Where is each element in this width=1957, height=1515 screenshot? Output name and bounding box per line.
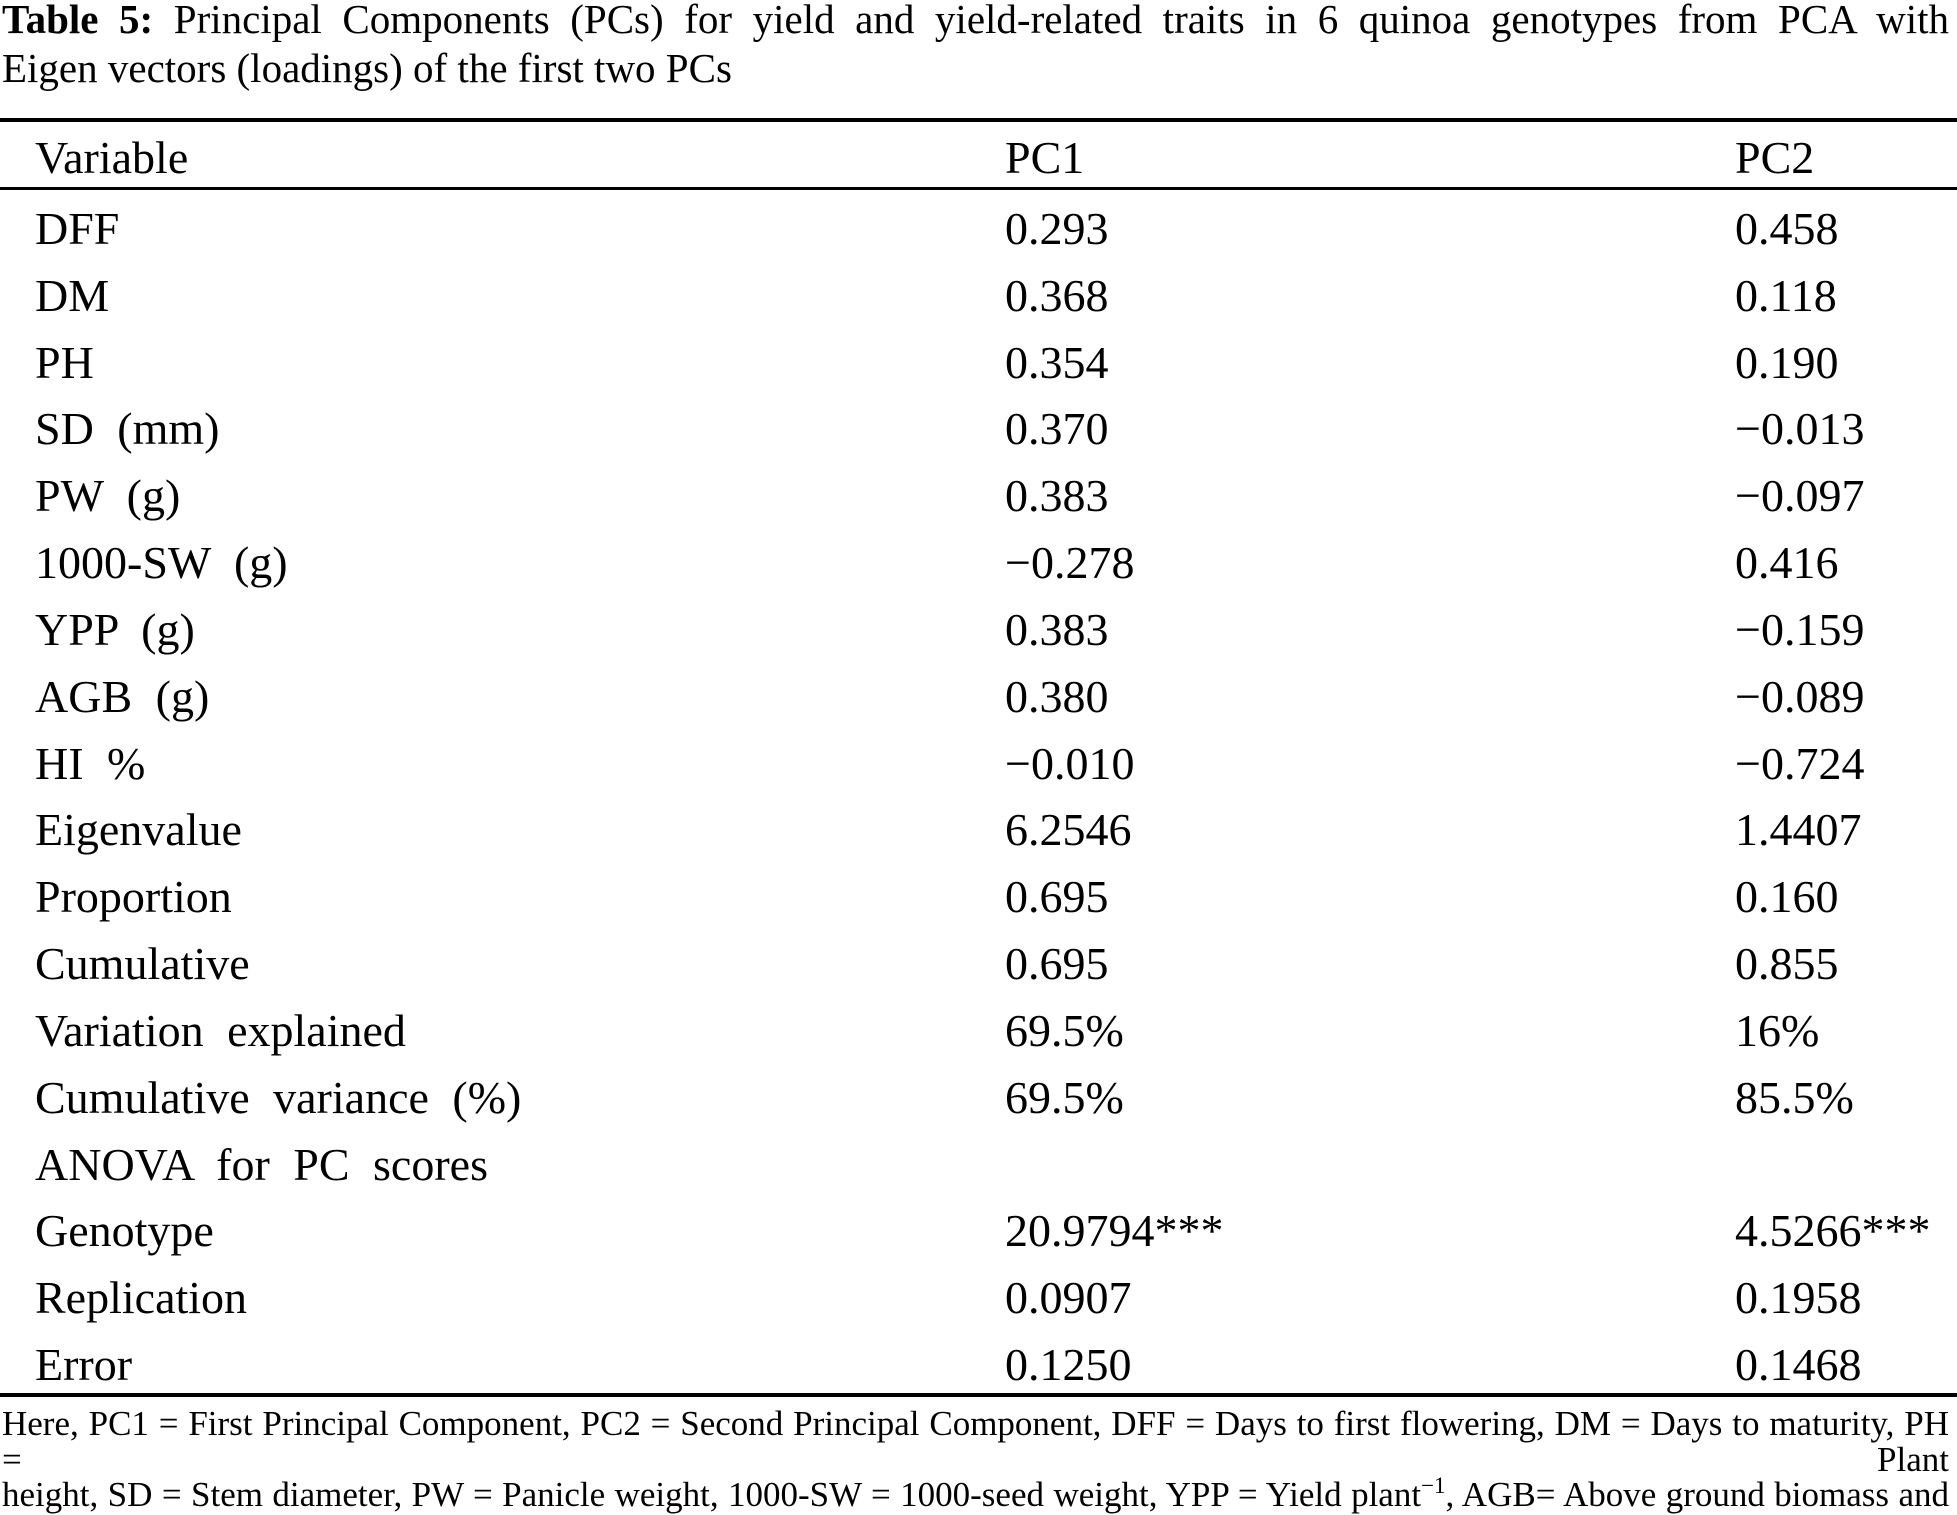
table-footnote: Here, PC1 = First Principal Component, P…: [2, 1406, 1949, 1515]
table-row: DM 0.368 0.118: [0, 257, 1957, 324]
variable-label: Cumulative: [35, 938, 250, 990]
variable-label: Replication: [35, 1272, 248, 1324]
pc2-value: −0.159: [1735, 603, 1865, 655]
table-body: DFF 0.293 0.458 DM 0.368 0.118 PH 0.354 …: [0, 190, 1957, 1393]
variable-label: AGB (g): [35, 670, 210, 722]
pc1-value: 0.1250: [1005, 1339, 1132, 1391]
footnote-line2-text: height, SD = Stem diameter, PW = Panicle…: [2, 1475, 1422, 1514]
pc1-value: 0.695: [1005, 938, 1109, 990]
pc2-value: 0.416: [1735, 537, 1839, 589]
footnote-line3: HI = Harvest index. *** indicates signif…: [2, 1512, 1949, 1515]
variable-label: YPP (g): [35, 603, 195, 655]
table-row: Cumulative 0.695 0.855: [0, 925, 1957, 992]
table-row: Replication 0.0907 0.1958: [0, 1259, 1957, 1326]
pc2-value: 0.190: [1735, 336, 1839, 388]
column-header-pc1: PC1: [1005, 132, 1085, 183]
footnote-line2-text-end: , AGB= Above ground biomass and: [1445, 1475, 1949, 1514]
section-label: ANOVA for PC scores: [35, 1138, 488, 1190]
table-row: 1000-SW (g) −0.278 0.416: [0, 524, 1957, 591]
pc2-value: 0.1468: [1735, 1339, 1862, 1391]
variable-label: DM: [35, 269, 110, 321]
pc2-value: −0.724: [1735, 737, 1865, 789]
bottom-rule: [0, 1393, 1957, 1397]
variable-label: SD (mm): [35, 403, 220, 455]
table-row: DFF 0.293 0.458: [0, 190, 1957, 257]
variable-label: 1000-SW (g): [35, 537, 288, 589]
pc2-value: −0.097: [1735, 470, 1865, 522]
pc2-value: 1.4407: [1735, 804, 1862, 856]
pc2-value: 16%: [1735, 1004, 1820, 1056]
table-row: Genotype 20.9794*** 4.5266***: [0, 1192, 1957, 1259]
variable-label: Eigenvalue: [35, 804, 242, 856]
pc1-value: 69.5%: [1005, 1071, 1124, 1123]
caption-line2: Eigen vectors (loadings) of the first tw…: [2, 45, 732, 91]
caption-line1: Table 5: Principal Components (PCs) for …: [2, 0, 1949, 44]
table-row: AGB (g) 0.380 −0.089: [0, 658, 1957, 725]
variable-label: Error: [35, 1339, 133, 1391]
table-number-label: Table 5:: [2, 0, 154, 42]
pc1-value: −0.278: [1005, 537, 1135, 589]
pc2-value: 4.5266***: [1735, 1205, 1931, 1257]
table-row section-row: ANOVA for PC scores: [0, 1126, 1957, 1193]
table-row: HI % −0.010 −0.724: [0, 725, 1957, 792]
table-row: Proportion 0.695 0.160: [0, 858, 1957, 925]
table-row: Eigenvalue 6.2546 1.4407: [0, 791, 1957, 858]
pc2-value: 0.160: [1735, 871, 1839, 923]
variable-label: PW (g): [35, 470, 181, 522]
variable-label: Genotype: [35, 1205, 214, 1257]
pc1-value: 0.695: [1005, 871, 1109, 923]
table-row: PH 0.354 0.190: [0, 324, 1957, 391]
column-header-pc2: PC2: [1735, 132, 1815, 183]
variable-label: DFF: [35, 203, 120, 254]
table-row: SD (mm) 0.370 −0.013: [0, 390, 1957, 457]
variable-label: PH: [35, 336, 94, 388]
caption-text: Principal Components (PCs) for yield and…: [173, 0, 1949, 42]
variable-label: Cumulative variance (%): [35, 1071, 522, 1123]
table-row: Variation explained 69.5% 16%: [0, 992, 1957, 1059]
variable-label: HI %: [35, 737, 146, 789]
pc1-value: 0.293: [1005, 203, 1109, 254]
table-row: YPP (g) 0.383 −0.159: [0, 591, 1957, 658]
pc1-value: 0.354: [1005, 336, 1109, 388]
footnote-line1: Here, PC1 = First Principal Component, P…: [2, 1404, 1949, 1479]
footnote-line2: height, SD = Stem diameter, PW = Panicle…: [2, 1473, 1949, 1514]
pc1-value: 20.9794***: [1005, 1205, 1224, 1257]
pc2-value: 0.118: [1735, 269, 1837, 321]
pc2-value: −0.013: [1735, 403, 1865, 455]
pc1-value: 0.370: [1005, 403, 1109, 455]
table-header-row: Variable PC1 PC2: [0, 121, 1957, 187]
header-rule: [0, 187, 1957, 190]
table-row: Error 0.1250 0.1468: [0, 1326, 1957, 1393]
table-row: PW (g) 0.383 −0.097: [0, 457, 1957, 524]
pc2-value: 0.855: [1735, 938, 1839, 990]
pc2-value: 0.458: [1735, 203, 1839, 254]
pc1-value: 69.5%: [1005, 1004, 1124, 1056]
pc2-value: 85.5%: [1735, 1071, 1854, 1123]
column-header-variable: Variable: [35, 132, 189, 183]
pc2-value: −0.089: [1735, 670, 1865, 722]
pc1-value: 0.383: [1005, 603, 1109, 655]
pc1-value: 0.0907: [1005, 1272, 1132, 1324]
pc1-value: 0.368: [1005, 269, 1109, 321]
top-rule: [0, 118, 1957, 122]
table-row: Cumulative variance (%) 69.5% 85.5%: [0, 1059, 1957, 1126]
pc2-value: 0.1958: [1735, 1272, 1862, 1324]
table-caption: Table 5: Principal Components (PCs) for …: [2, 0, 1949, 93]
pc1-value: 6.2546: [1005, 804, 1132, 856]
variable-label: Variation explained: [35, 1004, 406, 1056]
pc1-value: 0.380: [1005, 670, 1109, 722]
pc1-value: 0.383: [1005, 470, 1109, 522]
variable-label: Proportion: [35, 871, 232, 923]
pc1-value: −0.010: [1005, 737, 1135, 789]
